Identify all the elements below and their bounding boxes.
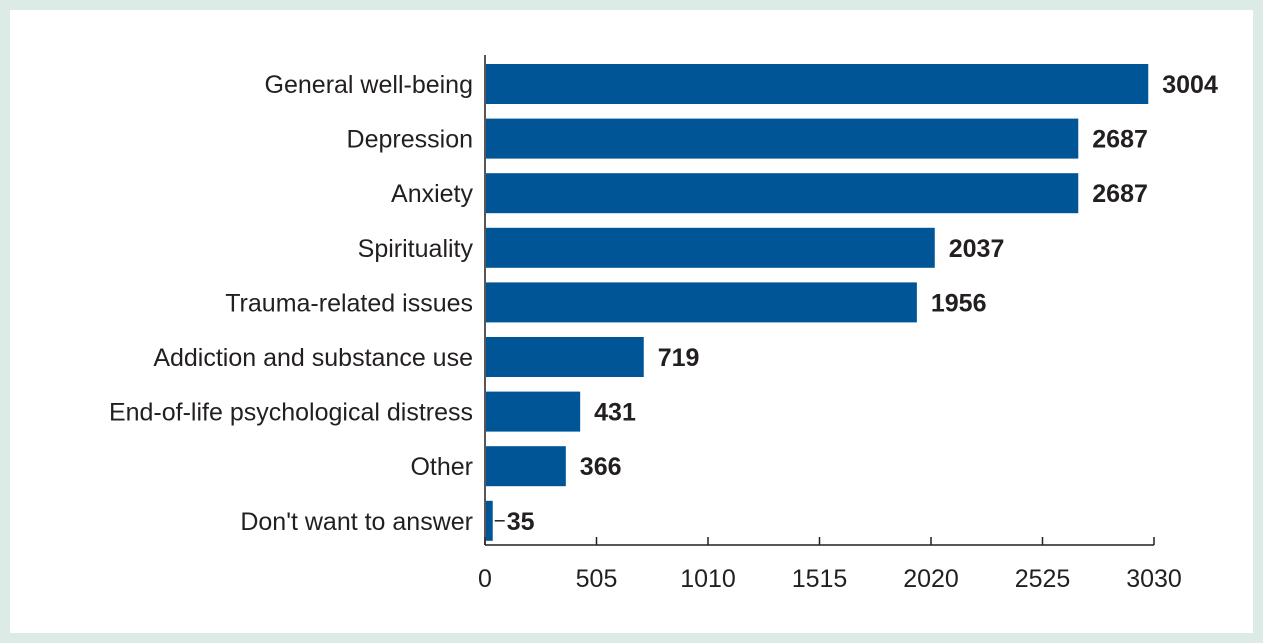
x-tick-label: 0 [478,565,492,593]
value-label: 2687 [1092,180,1148,208]
category-label: Other [410,453,473,481]
value-label: 35 [507,508,535,536]
bar-5 [486,337,644,377]
x-tick-label: 505 [576,565,618,593]
x-tick-label: 2020 [903,565,959,593]
value-label: 719 [658,344,700,372]
value-label: 366 [580,453,622,481]
bar-2 [486,173,1079,214]
category-label: Don't want to answer [240,508,473,536]
category-label: End-of-life psychological distress [109,399,473,427]
category-label: Spirituality [358,235,474,263]
category-label: Depression [347,126,473,154]
category-label: Addiction and substance use [153,344,473,372]
bar-7 [486,446,566,487]
bar-1 [486,118,1079,159]
x-tick-label: 1515 [792,565,848,593]
category-label: Anxiety [391,180,473,208]
x-tick-label: 3030 [1126,565,1182,593]
bar-6 [486,391,581,432]
value-label: 2687 [1092,126,1148,154]
value-label: 1956 [931,289,987,317]
category-label: Trauma-related issues [225,289,473,317]
value-label: 2037 [949,235,1005,263]
value-label: 431 [594,399,636,427]
value-label: 3004 [1162,71,1218,99]
bar-8 [486,500,493,541]
bar-3 [486,227,935,268]
bar-4 [486,282,917,323]
category-label: General well-being [265,71,473,99]
x-tick-label: 1010 [680,565,736,593]
bar-0 [486,64,1149,104]
x-tick-label: 2525 [1015,565,1071,593]
